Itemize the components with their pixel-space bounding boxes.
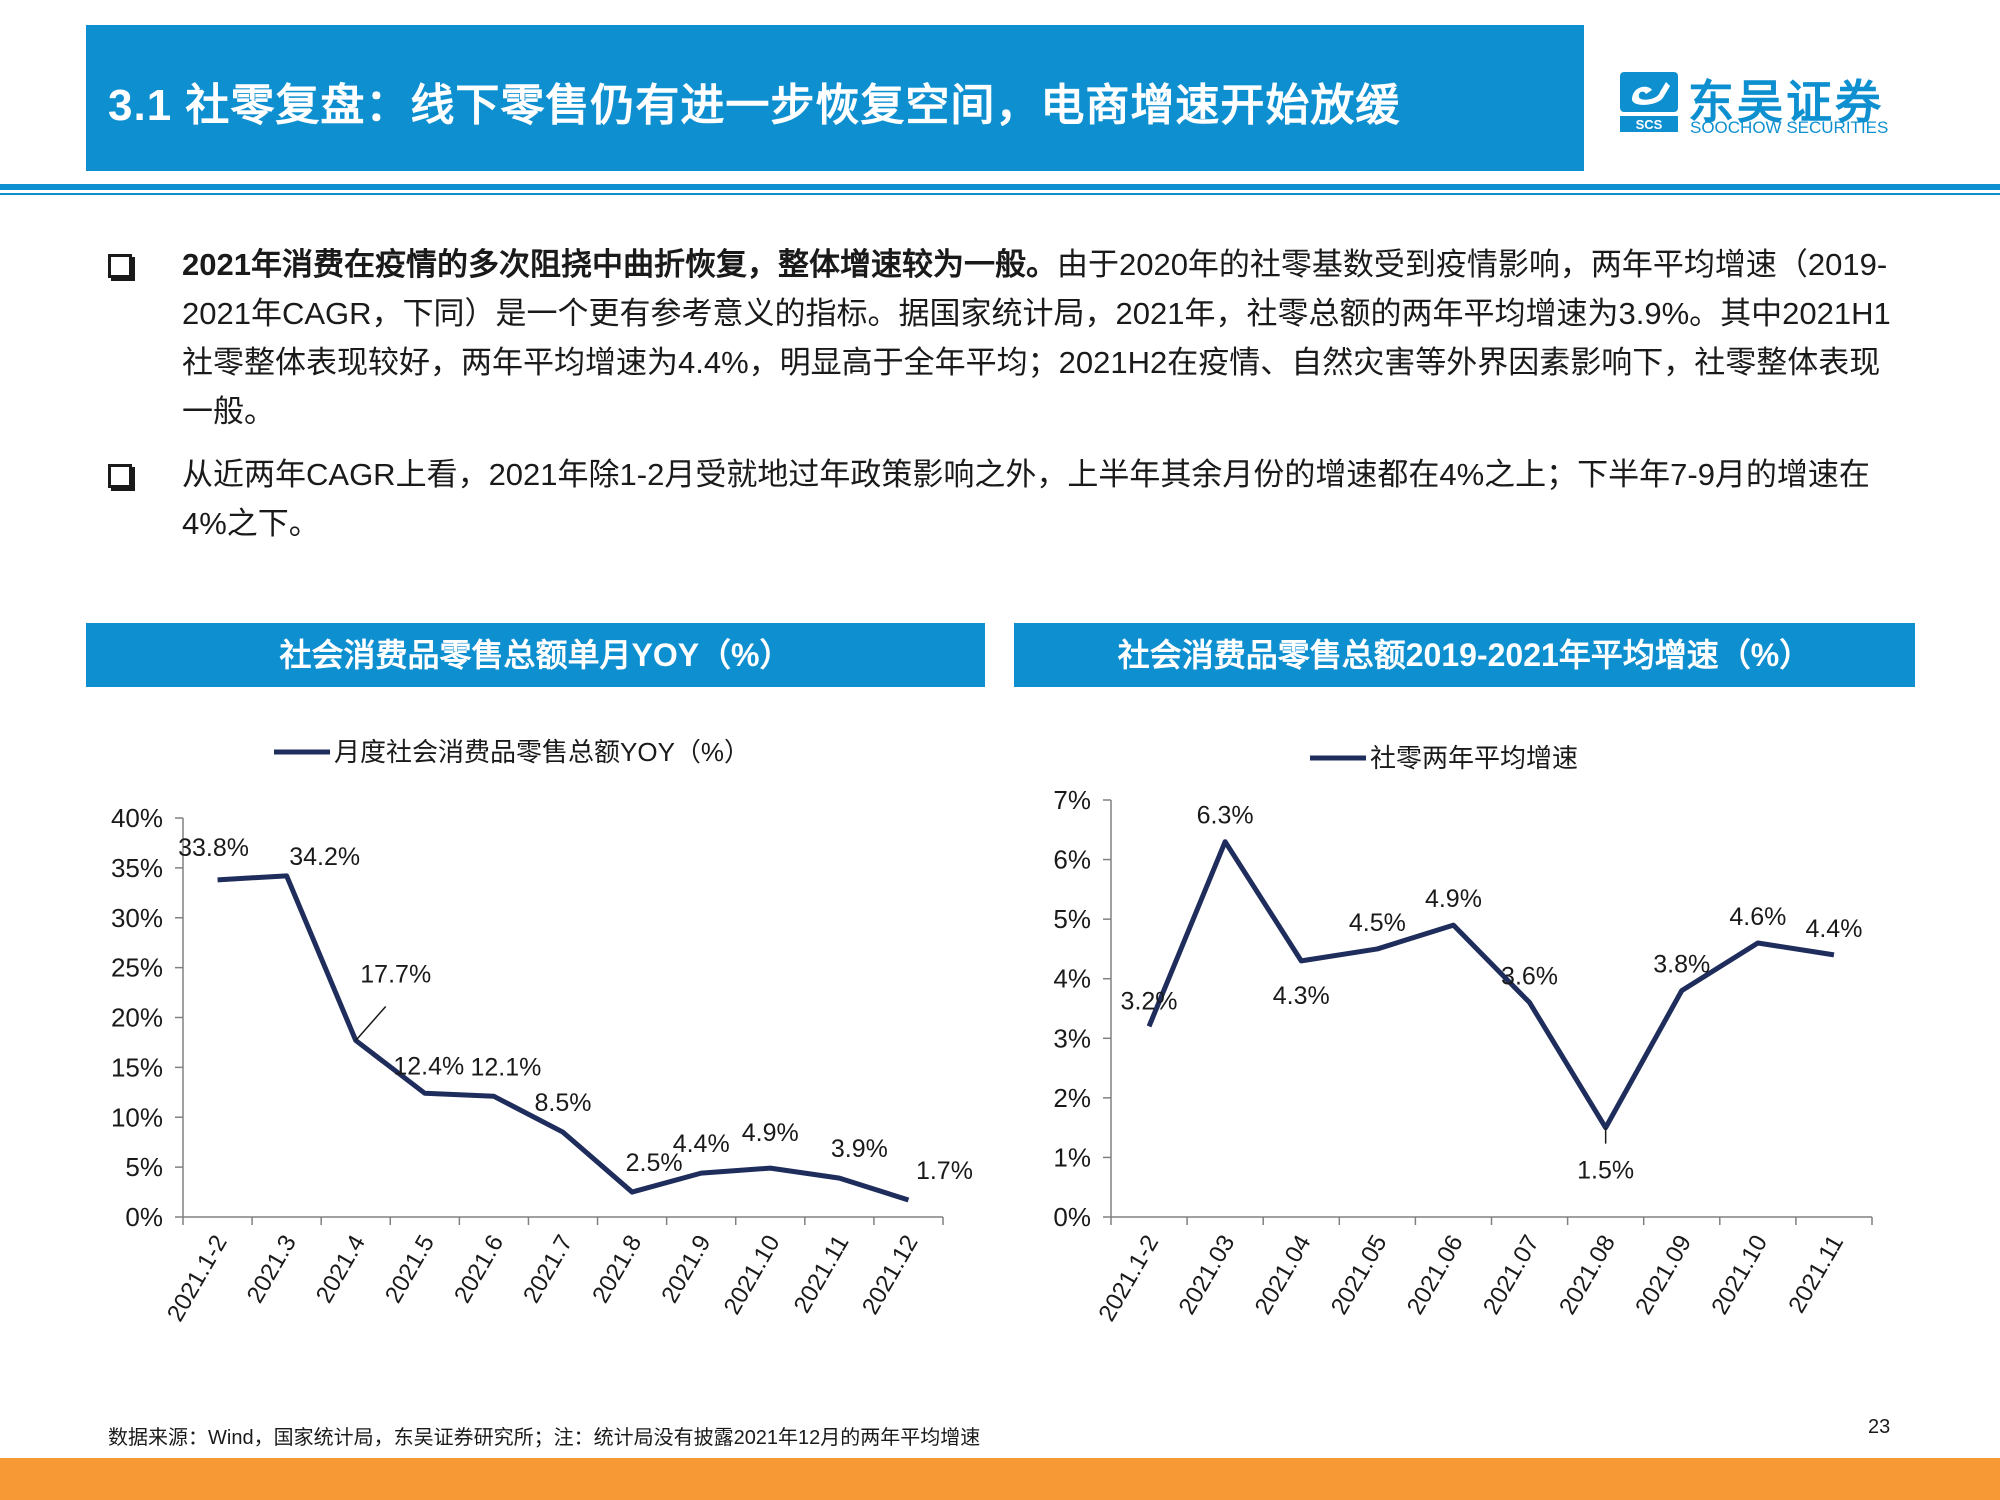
series-line	[217, 873, 910, 1203]
data-label: 3.6%	[1501, 963, 1558, 991]
x-tick-label: 2021.4	[311, 1231, 371, 1308]
chart-right: 0%1%2%3%4%5%6%7%2021.1-2 2021.03 2021.04 20…	[1053, 743, 1873, 1327]
bullet-item: 2021年消费在疫情的多次阻挠中曲折恢复，整体增速较为一般。由于2020年的社零…	[106, 240, 1906, 436]
x-tick-label: 2021.10	[1706, 1231, 1773, 1320]
x-tick-label: 2021.06	[1402, 1231, 1469, 1320]
y-tick-label: 40%	[111, 803, 163, 833]
header-divider	[0, 184, 2000, 190]
x-tick-label: 2021.03	[1174, 1231, 1241, 1320]
data-label: 4.9%	[742, 1119, 799, 1147]
logo-mark-text: SCS	[1636, 117, 1663, 132]
x-tick-label: 2021.05	[1326, 1231, 1393, 1320]
chart-legend: 月度社会消费品零售总额YOY（%）	[274, 737, 750, 767]
company-logo: SCS 东吴证券 SOOCHOW SECURITIES	[1618, 66, 1898, 140]
x-tick-label: 2021.5	[380, 1231, 440, 1308]
bullet-text: 由于2020年的社零基数受到疫情影响，两年平均增速（2019-2021年CAGR…	[182, 247, 1891, 429]
x-tick-label: 2021.11	[1783, 1231, 1849, 1318]
logo-cn-text: 东吴证券	[1688, 76, 1884, 128]
logo-icon: SCS	[1620, 72, 1678, 132]
y-tick-label: 30%	[111, 903, 163, 933]
logo-en-text: SOOCHOW SECURITIES	[1690, 118, 1889, 137]
x-tick-label: 2021.10	[719, 1231, 786, 1320]
y-tick-label: 5%	[1053, 904, 1091, 934]
data-label-leader	[355, 1005, 387, 1041]
chart-right-header: 社会消费品零售总额2019-2021年平均增速（%）	[1014, 623, 1915, 687]
data-label: 1.5%	[1577, 1157, 1634, 1185]
x-tick-label: 2021.6	[449, 1231, 509, 1308]
bullet-item: 从近两年CAGR上看，2021年除1-2月受就地过年政策影响之外，上半年其余月份…	[106, 450, 1906, 548]
x-tick-label: 2021.12	[857, 1231, 924, 1320]
chart-left-header: 社会消费品零售总额单月YOY（%）	[86, 623, 985, 687]
y-tick-label: 10%	[111, 1102, 163, 1132]
source-footnote: 数据来源：Wind，国家统计局，东吴证券研究所；注：统计局没有披露2021年12…	[108, 1427, 981, 1449]
y-tick-label: 25%	[111, 953, 163, 983]
data-label: 4.5%	[1349, 909, 1406, 937]
x-tick-label: 2021.04	[1250, 1231, 1317, 1320]
y-tick-label: 2%	[1053, 1083, 1091, 1113]
bullet-list: 2021年消费在疫情的多次阻挠中曲折恢复，整体增速较为一般。由于2020年的社零…	[106, 240, 1906, 562]
title-banner: 3.1 社零复盘：线下零售仍有进一步恢复空间，电商增速开始放缓	[86, 25, 1584, 171]
data-label: 4.3%	[1273, 982, 1330, 1010]
chart-left: 0%5%10%15%20%25%30%35%40%2021.1-2 2021.3 2…	[111, 737, 973, 1327]
x-tick-label: 2021.11	[789, 1231, 855, 1318]
legend-label: 月度社会消费品零售总额YOY（%）	[334, 737, 750, 767]
data-label: 8.5%	[535, 1089, 592, 1117]
x-tick-label: 2021.1-2	[1093, 1231, 1164, 1327]
series-line	[1146, 839, 1835, 1131]
y-tick-label: 20%	[111, 1003, 163, 1033]
data-label: 12.4%	[393, 1052, 464, 1080]
y-tick-label: 35%	[111, 853, 163, 883]
page-number: 23	[1868, 1416, 1891, 1438]
data-label: 4.4%	[1805, 915, 1862, 943]
y-tick-label: 0%	[1053, 1202, 1091, 1232]
data-label: 3.2%	[1121, 987, 1178, 1015]
x-tick-label: 2021.3	[242, 1231, 302, 1308]
x-tick-label: 2021.8	[587, 1231, 647, 1308]
data-label: 2.5%	[626, 1149, 683, 1177]
y-tick-label: 0%	[125, 1202, 163, 1232]
bottom-band	[0, 1458, 2000, 1500]
data-label: 1.7%	[916, 1157, 973, 1185]
y-tick-label: 6%	[1053, 845, 1091, 875]
checkbox-bullet-icon	[108, 464, 132, 488]
bullet-bold-text: 2021年消费在疫情的多次阻挠中曲折恢复，整体增速较为一般。	[182, 247, 1057, 282]
x-tick-label: 2021.7	[518, 1231, 578, 1308]
data-label: 4.4%	[673, 1130, 730, 1158]
y-tick-label: 4%	[1053, 964, 1091, 994]
data-label: 4.6%	[1729, 903, 1786, 931]
chart-legend: 社零两年平均增速	[1310, 743, 1578, 773]
y-tick-label: 1%	[1053, 1142, 1091, 1172]
data-label: 3.8%	[1653, 951, 1710, 979]
header-divider-thin	[0, 193, 2000, 195]
y-tick-label: 7%	[1053, 785, 1091, 815]
x-tick-label: 2021.07	[1478, 1231, 1545, 1320]
x-tick-label: 2021.08	[1554, 1231, 1621, 1320]
checkbox-bullet-icon	[108, 254, 132, 278]
bullet-text: 从近两年CAGR上看，2021年除1-2月受就地过年政策影响之外，上半年其余月份…	[182, 457, 1870, 541]
y-tick-label: 5%	[125, 1152, 163, 1182]
page-title: 3.1 社零复盘：线下零售仍有进一步恢复空间，电商增速开始放缓	[108, 81, 1401, 130]
x-tick-label: 2021.09	[1630, 1231, 1697, 1320]
data-label: 33.8%	[178, 834, 249, 862]
data-label: 12.1%	[470, 1053, 541, 1081]
data-label: 34.2%	[289, 843, 360, 871]
x-tick-label: 2021.1-2	[162, 1231, 233, 1327]
y-tick-label: 15%	[111, 1052, 163, 1082]
data-label: 4.9%	[1425, 885, 1482, 913]
x-tick-label: 2021.9	[656, 1231, 716, 1308]
legend-label: 社零两年平均增速	[1370, 743, 1578, 773]
data-label: 17.7%	[360, 960, 431, 988]
data-label: 6.3%	[1197, 802, 1254, 830]
data-label: 3.9%	[831, 1135, 888, 1163]
y-tick-label: 3%	[1053, 1023, 1091, 1053]
